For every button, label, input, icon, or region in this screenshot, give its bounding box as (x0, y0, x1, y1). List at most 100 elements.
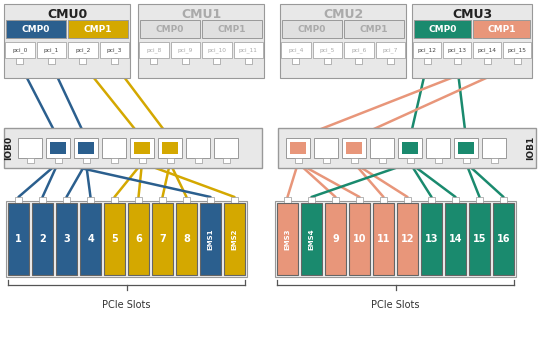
Bar (202, 42, 232, 58)
Text: CMP1: CMP1 (218, 24, 246, 33)
Bar (292, 58, 299, 64)
Text: pci_11: pci_11 (239, 47, 258, 53)
Bar (68, 20, 128, 38)
Text: EMS3: EMS3 (285, 228, 291, 250)
Bar (355, 58, 362, 64)
Bar (324, 58, 330, 64)
Bar (15, 197, 22, 203)
Bar (176, 203, 197, 275)
Bar (207, 197, 214, 203)
Bar (68, 42, 98, 58)
Bar (55, 158, 62, 163)
Bar (130, 138, 154, 158)
Bar (342, 138, 366, 158)
Text: 16: 16 (497, 234, 510, 244)
Text: CMU3: CMU3 (452, 8, 492, 21)
Bar (308, 197, 315, 203)
Text: 6: 6 (135, 234, 142, 244)
Bar (80, 203, 101, 275)
Text: 10: 10 (353, 234, 366, 244)
Text: IOB1: IOB1 (526, 136, 536, 160)
Bar (445, 203, 466, 275)
Bar (500, 197, 507, 203)
Text: 11: 11 (377, 234, 390, 244)
Text: 5: 5 (111, 234, 118, 244)
Bar (224, 203, 245, 275)
Text: pci_10: pci_10 (207, 47, 226, 53)
Text: CMP0: CMP0 (156, 24, 184, 33)
Text: 8: 8 (183, 234, 190, 244)
Text: pci_0: pci_0 (12, 47, 28, 53)
Bar (290, 142, 306, 154)
Bar (402, 142, 418, 154)
Bar (458, 142, 474, 154)
Bar (32, 203, 53, 275)
Bar (56, 203, 77, 275)
Text: 3: 3 (63, 234, 70, 244)
Bar (413, 42, 441, 58)
Bar (286, 138, 310, 158)
Bar (4, 4, 130, 78)
Bar (139, 42, 168, 58)
Text: EMS1: EMS1 (207, 228, 213, 250)
Bar (370, 138, 394, 158)
Text: CMU2: CMU2 (323, 8, 363, 21)
Bar (314, 138, 338, 158)
Text: EMS2: EMS2 (232, 228, 238, 250)
Bar (182, 58, 189, 64)
Bar (150, 58, 157, 64)
Bar (476, 197, 483, 203)
Bar (111, 58, 118, 64)
Bar (6, 20, 66, 38)
Bar (294, 158, 301, 163)
Text: IOB0: IOB0 (4, 136, 14, 160)
Bar (186, 138, 210, 158)
Bar (194, 158, 201, 163)
Bar (490, 158, 497, 163)
Text: 7: 7 (159, 234, 166, 244)
Bar (301, 203, 322, 275)
Bar (87, 197, 94, 203)
Bar (414, 20, 471, 38)
Bar (63, 197, 70, 203)
Bar (83, 158, 90, 163)
Bar (159, 197, 166, 203)
Text: pci_8: pci_8 (146, 47, 161, 53)
Bar (493, 203, 514, 275)
Text: 1: 1 (15, 234, 22, 244)
Bar (469, 203, 490, 275)
Bar (452, 197, 459, 203)
Bar (397, 203, 418, 275)
Bar (332, 197, 339, 203)
Bar (162, 142, 178, 154)
Text: pci_15: pci_15 (508, 47, 526, 53)
Bar (375, 42, 405, 58)
Bar (373, 203, 394, 275)
Text: pci_13: pci_13 (448, 47, 467, 53)
Bar (74, 138, 98, 158)
Bar (233, 42, 263, 58)
Bar (473, 20, 530, 38)
Bar (280, 4, 406, 78)
Bar (166, 158, 173, 163)
Text: CMU0: CMU0 (47, 8, 87, 21)
Bar (16, 58, 23, 64)
Bar (135, 197, 142, 203)
Bar (282, 20, 342, 38)
Bar (46, 138, 70, 158)
Text: 9: 9 (332, 234, 339, 244)
Bar (379, 158, 386, 163)
Text: EMS4: EMS4 (308, 228, 314, 250)
Bar (281, 42, 310, 58)
Text: CMP0: CMP0 (22, 24, 50, 33)
Bar (158, 138, 182, 158)
Bar (284, 197, 291, 203)
Bar (138, 4, 264, 78)
Bar (134, 142, 150, 154)
Bar (426, 138, 450, 158)
Bar (222, 158, 230, 163)
Bar (171, 42, 200, 58)
Text: 14: 14 (449, 234, 462, 244)
Text: 2: 2 (39, 234, 46, 244)
Bar (349, 203, 370, 275)
